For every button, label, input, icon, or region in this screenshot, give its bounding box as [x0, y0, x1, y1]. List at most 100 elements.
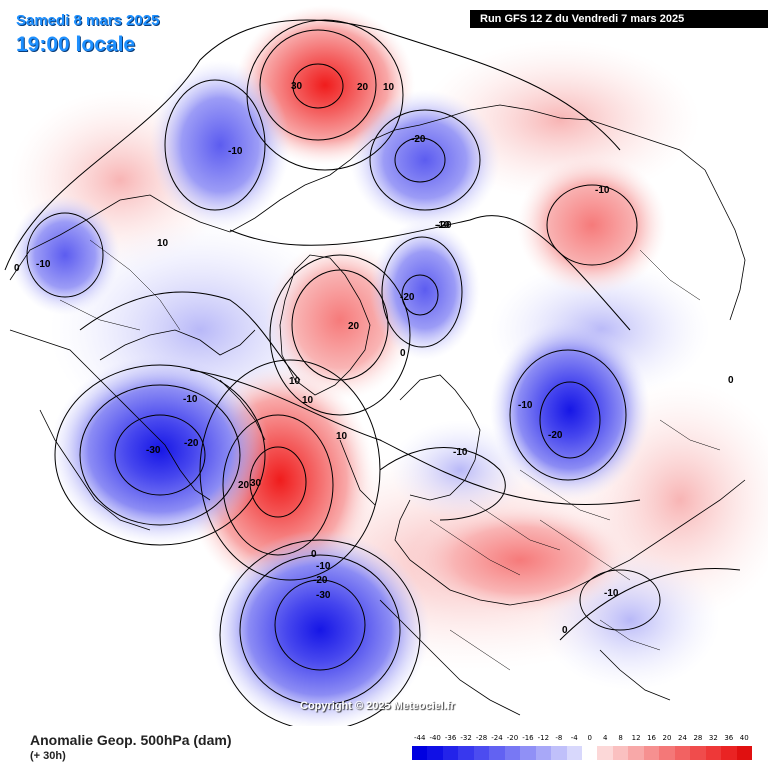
contour-label: 0 [14, 263, 20, 274]
contour-line [269, 254, 411, 416]
legend-tick-label: 8 [618, 734, 623, 742]
coastline [339, 439, 376, 506]
border-line [429, 519, 521, 576]
contour-line [114, 414, 206, 496]
contour-label: 10 [157, 238, 169, 249]
high-anomaly [517, 155, 667, 295]
border-line [659, 419, 721, 451]
contour-labels: 30 20 10 -10 -20 -10 -20 10 -10 0 -10 -2… [14, 81, 734, 636]
contour-label: 10 [336, 431, 348, 442]
legend-tick-label: -32 [460, 734, 472, 742]
coastline [399, 374, 481, 501]
low-anomaly [490, 320, 650, 500]
legend-swatch [520, 746, 536, 760]
forecast-time: 19:00 locale [16, 33, 136, 56]
contour-line [249, 446, 307, 518]
contour-label: 0 [562, 625, 568, 636]
low-anomaly [150, 60, 290, 230]
legend-tick-label: -28 [475, 734, 488, 742]
low-anomaly [210, 530, 430, 726]
border-line [599, 619, 661, 651]
run-banner: Run GFS 12 Z du Vendredi 7 mars 2025 [470, 10, 768, 28]
legend-swatch [535, 746, 552, 760]
contour-label: 0 [311, 549, 317, 560]
coastline [9, 329, 211, 501]
contour-label: -20 [400, 292, 415, 303]
contour-line [546, 184, 638, 266]
low-anomaly [350, 90, 500, 230]
contour-label: -10 [36, 259, 51, 270]
anomaly-map: 30 20 10 -10 -20 -10 -20 10 -10 0 -10 -2… [4, 5, 768, 726]
border-line [639, 249, 701, 301]
contour-line [579, 569, 661, 631]
contour-label: 10 [289, 376, 301, 387]
legend-ticks: -44 -40 -36 -32 -28 -24 -20 -16 -12 -8 -4 0 4 8 12 16 20… [412, 734, 752, 745]
contour-label: -30 [146, 445, 161, 456]
legend-swatch [612, 746, 629, 760]
contour-label: 10 [383, 82, 395, 93]
legend-tick-label: 16 [647, 734, 656, 742]
coastline [371, 104, 706, 171]
legend-tick-label: -40 [429, 734, 441, 742]
country-borders [59, 239, 721, 671]
legend-swatch [628, 746, 644, 760]
legend-swatch [581, 746, 598, 760]
coastlines [9, 104, 746, 716]
legend-swatch [721, 746, 737, 760]
legend-swatch [736, 746, 752, 760]
contour-line [292, 63, 344, 109]
contour-line [54, 364, 266, 546]
contour-label: -30 [316, 590, 331, 601]
contour-line [259, 29, 377, 141]
coastline [599, 649, 671, 701]
coastline [394, 499, 631, 606]
legend-tick-label: 32 [708, 734, 718, 742]
contour-label: -20 [411, 134, 426, 145]
legend-swatch [566, 746, 582, 760]
legend-swatch [412, 746, 428, 760]
forecast-hour: (+ 30h) [30, 750, 66, 762]
contour-label: 0 [400, 348, 406, 359]
contour-label: -20 [437, 220, 452, 231]
legend-tick-label: -12 [537, 734, 550, 742]
legend-swatch [659, 746, 675, 760]
contour-label: -10 [228, 146, 243, 157]
legend-swatch [458, 746, 474, 760]
contour-label: 30 [250, 478, 262, 489]
legend-tick-label: 20 [662, 734, 672, 742]
low-anomaly [10, 195, 120, 315]
legend-tick-label: -20 [506, 734, 519, 742]
forecast-date: Samedi 8 mars 2025 [16, 12, 160, 29]
legend-swatch [551, 746, 567, 760]
contour-line [401, 274, 439, 316]
contour-line [79, 384, 241, 526]
legend-swatch [705, 746, 722, 760]
contour-line [189, 369, 641, 506]
legend-tick-label: 40 [739, 734, 749, 742]
contour-line [394, 137, 446, 183]
copyright-notice: Copyright © 2025 Meteociel.fr [300, 700, 455, 712]
legend-tick-label: -36 [444, 734, 457, 742]
variable-title: Anomalie Geop. 500hPa (dam) [30, 732, 232, 748]
legend-colorbar [412, 746, 752, 760]
high-anomaly [410, 505, 630, 615]
legend-swatch [427, 746, 443, 760]
contour-line [379, 447, 506, 521]
coastline [379, 599, 521, 716]
coastline [279, 254, 371, 396]
contour-line [219, 539, 421, 726]
legend-swatch [442, 746, 459, 760]
legend-swatch [674, 746, 691, 760]
legend-tick-label: -44 [414, 734, 426, 742]
border-line [539, 519, 631, 581]
contour-label: -10 [316, 561, 331, 572]
border-line [89, 239, 181, 331]
contour-label: -10 [453, 447, 468, 458]
contour-label: 20 [348, 321, 360, 332]
legend-tick-label: 24 [677, 734, 687, 742]
legend-tick-label: -4 [570, 734, 578, 742]
coastline [629, 479, 746, 561]
legend-tick-label: 12 [631, 734, 641, 742]
legend-swatch [690, 746, 706, 760]
border-line [519, 469, 611, 521]
